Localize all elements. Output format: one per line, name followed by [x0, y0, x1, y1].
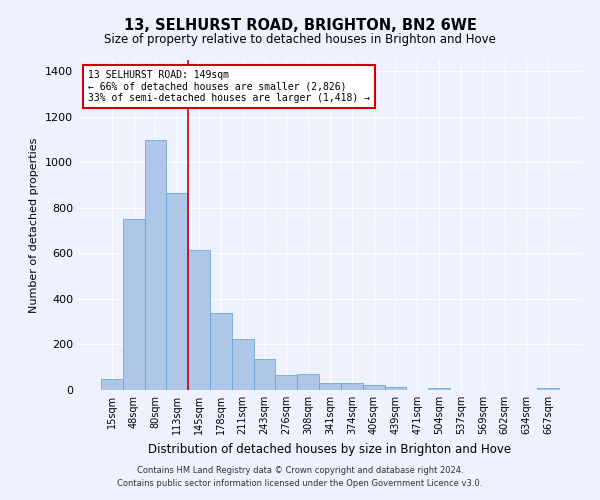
Bar — [428, 388, 450, 390]
Bar — [275, 375, 297, 390]
Text: Size of property relative to detached houses in Brighton and Hove: Size of property relative to detached ho… — [104, 32, 496, 46]
Bar — [363, 385, 385, 390]
X-axis label: Distribution of detached houses by size in Brighton and Hove: Distribution of detached houses by size … — [148, 442, 512, 456]
Y-axis label: Number of detached properties: Number of detached properties — [29, 138, 40, 312]
Text: 13 SELHURST ROAD: 149sqm
← 66% of detached houses are smaller (2,826)
33% of sem: 13 SELHURST ROAD: 149sqm ← 66% of detach… — [88, 70, 370, 103]
Bar — [188, 250, 210, 390]
Bar — [101, 379, 123, 390]
Text: Contains HM Land Registry data © Crown copyright and database right 2024.
Contai: Contains HM Land Registry data © Crown c… — [118, 466, 482, 487]
Bar — [145, 140, 166, 390]
Bar — [232, 339, 254, 390]
Bar — [166, 193, 188, 390]
Bar — [319, 383, 341, 390]
Bar — [385, 388, 406, 390]
Bar — [254, 360, 275, 390]
Bar — [123, 220, 145, 390]
Text: 13, SELHURST ROAD, BRIGHTON, BN2 6WE: 13, SELHURST ROAD, BRIGHTON, BN2 6WE — [124, 18, 476, 32]
Bar — [297, 374, 319, 390]
Bar — [341, 383, 363, 390]
Bar — [210, 312, 232, 390]
Bar — [537, 388, 559, 390]
